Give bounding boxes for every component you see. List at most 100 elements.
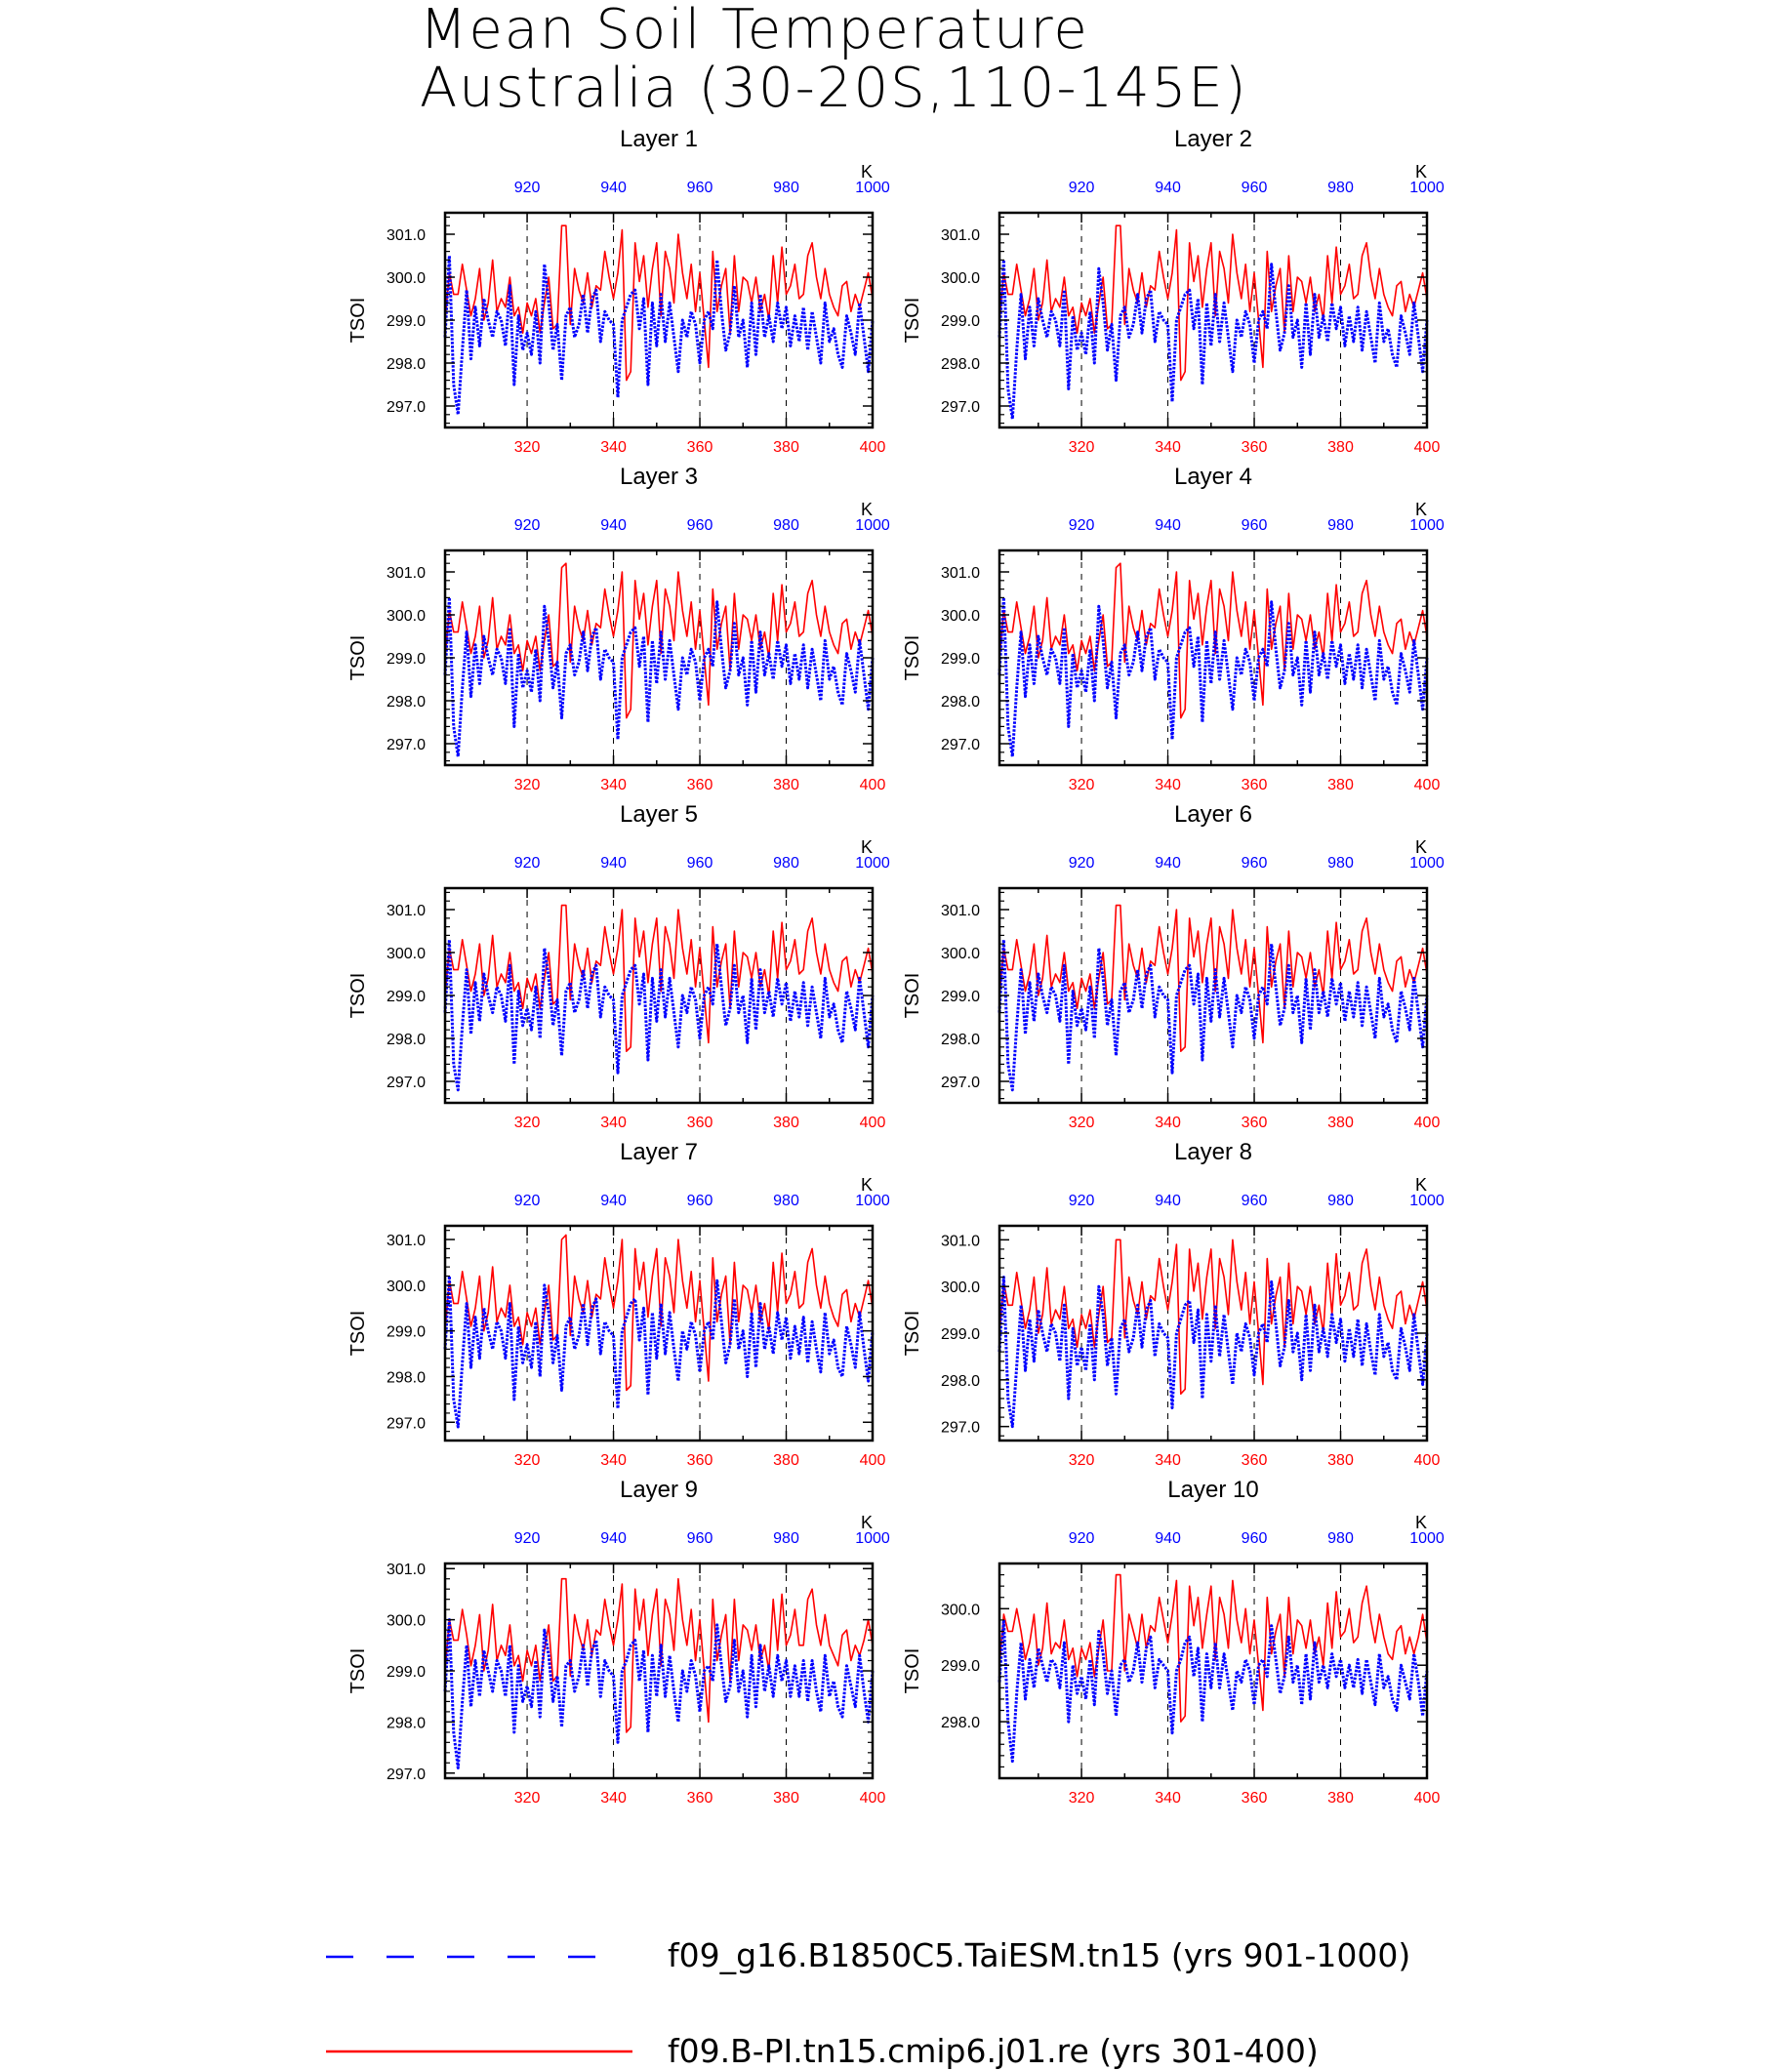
y-tick-label: 300.0 — [387, 946, 426, 962]
top-tick-label: 940 — [1155, 180, 1181, 196]
bottom-tick-label: 360 — [687, 1790, 713, 1807]
top-tick-label: 960 — [1242, 180, 1268, 196]
panel-title: Layer 2 — [1174, 126, 1252, 152]
y-tick-label: 300.0 — [941, 1279, 980, 1296]
top-tick-label: 920 — [1069, 517, 1095, 534]
top-tick-label: 1000 — [1409, 180, 1445, 196]
y-tick-label: 299.0 — [941, 1326, 980, 1343]
y-tick-label: 301.0 — [387, 565, 426, 582]
bottom-tick-label: 380 — [773, 1452, 799, 1469]
y-axis-label: TSOI — [902, 1311, 923, 1357]
series-line-red — [998, 1573, 1428, 1723]
y-tick-label: 297.0 — [387, 1075, 426, 1091]
y-tick-label: 300.0 — [941, 946, 980, 962]
panel-title: Layer 8 — [1174, 1139, 1252, 1165]
bottom-tick-label: 360 — [1242, 1790, 1268, 1807]
y-axis-label: TSOI — [347, 1311, 369, 1357]
plot-frame — [998, 1562, 1429, 1780]
bottom-tick-label: 340 — [600, 777, 627, 793]
plot-frame — [443, 211, 875, 429]
series-line-red — [998, 904, 1428, 1052]
plot-frame — [998, 886, 1429, 1105]
legend-label-cmip6: f09.B-PI.tn15.cmip6.j01.re (yrs 301-400) — [668, 2032, 1319, 2070]
y-axis-label: TSOI — [902, 298, 923, 344]
bottom-tick-label: 340 — [1155, 777, 1181, 793]
top-tick-label: 980 — [773, 855, 799, 872]
top-tick-label: 920 — [514, 1193, 541, 1209]
top-tick-label: 940 — [600, 1193, 627, 1209]
bottom-tick-label: 380 — [773, 1790, 799, 1807]
top-tick-label: 940 — [1155, 855, 1181, 872]
y-axis-label: TSOI — [902, 973, 923, 1019]
y-tick-label: 298.0 — [387, 356, 426, 373]
panel-title: Layer 4 — [1174, 464, 1252, 490]
y-tick-label: 299.0 — [387, 989, 426, 1005]
top-tick-label: 920 — [1069, 1193, 1095, 1209]
panel-title: Layer 9 — [620, 1477, 698, 1503]
series-line-blue — [443, 254, 875, 417]
bottom-tick-label: 380 — [1327, 439, 1354, 456]
bottom-tick-label: 320 — [1069, 1452, 1095, 1469]
top-tick-label: 960 — [687, 517, 713, 534]
bottom-tick-label: 320 — [514, 439, 541, 456]
panel-title: Layer 6 — [1174, 801, 1252, 828]
top-tick-label: 1000 — [855, 180, 890, 196]
top-tick-label: 960 — [687, 180, 713, 196]
top-tick-label: 1000 — [855, 1193, 890, 1209]
y-axis-label: TSOI — [902, 635, 923, 681]
bottom-tick-label: 360 — [687, 1115, 713, 1131]
bottom-tick-label: 360 — [1242, 1115, 1268, 1131]
plot-frame — [443, 886, 875, 1105]
y-tick-label: 299.0 — [941, 989, 980, 1005]
top-axis-unit: K — [1415, 1513, 1427, 1532]
y-tick-label: 297.0 — [387, 737, 426, 753]
bottom-tick-label: 320 — [1069, 1790, 1095, 1807]
top-axis-unit: K — [1415, 162, 1427, 182]
y-tick-label: 300.0 — [387, 270, 426, 287]
bottom-tick-label: 380 — [773, 439, 799, 456]
y-tick-label: 298.0 — [941, 694, 980, 711]
bottom-tick-label: 400 — [860, 1452, 886, 1469]
bottom-tick-label: 340 — [600, 1115, 627, 1131]
top-tick-label: 940 — [600, 855, 627, 872]
y-tick-label: 297.0 — [941, 1075, 980, 1091]
y-tick-label: 298.0 — [941, 356, 980, 373]
top-tick-label: 940 — [600, 1530, 627, 1547]
y-tick-label: 297.0 — [941, 737, 980, 753]
top-tick-label: 940 — [1155, 517, 1181, 534]
bottom-tick-label: 320 — [1069, 439, 1095, 456]
y-tick-label: 300.0 — [941, 1602, 980, 1618]
top-tick-label: 1000 — [1409, 855, 1445, 872]
series-line-blue — [998, 938, 1429, 1092]
top-tick-label: 920 — [514, 1530, 541, 1547]
panel-title: Layer 5 — [620, 801, 698, 828]
top-tick-label: 980 — [773, 1193, 799, 1209]
bottom-tick-label: 400 — [1414, 1452, 1441, 1469]
bottom-tick-label: 340 — [1155, 439, 1181, 456]
panel-title: Layer 3 — [620, 464, 698, 490]
y-axis-label: TSOI — [902, 1648, 923, 1694]
y-tick-label: 299.0 — [387, 1664, 426, 1681]
y-tick-label: 301.0 — [941, 565, 980, 582]
bottom-tick-label: 400 — [1414, 777, 1441, 793]
top-tick-label: 980 — [1327, 855, 1354, 872]
series-line-red — [444, 1577, 874, 1733]
series-line-red — [998, 224, 1428, 382]
top-tick-label: 960 — [687, 1193, 713, 1209]
top-axis-unit: K — [861, 500, 873, 519]
bottom-tick-label: 320 — [514, 1790, 541, 1807]
bottom-tick-label: 400 — [1414, 1115, 1441, 1131]
top-tick-label: 940 — [600, 517, 627, 534]
top-axis-unit: K — [1415, 837, 1427, 857]
bottom-tick-label: 320 — [514, 777, 541, 793]
bottom-tick-label: 340 — [1155, 1452, 1181, 1469]
top-tick-label: 980 — [1327, 180, 1354, 196]
top-tick-label: 1000 — [855, 1530, 890, 1547]
top-tick-label: 1000 — [1409, 1530, 1445, 1547]
y-tick-label: 298.0 — [387, 1369, 426, 1386]
y-tick-label: 299.0 — [941, 313, 980, 330]
